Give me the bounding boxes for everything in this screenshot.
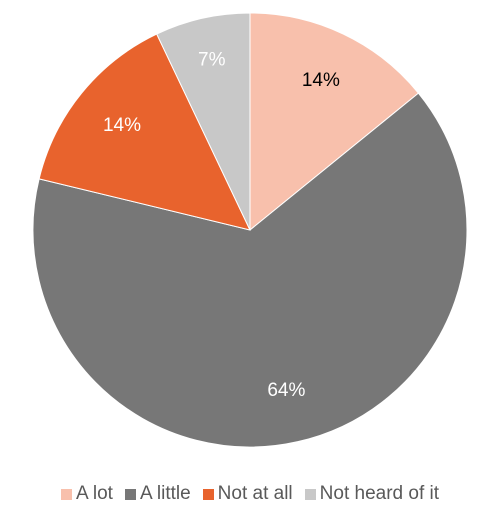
legend-label: Not heard of it: [319, 483, 439, 504]
data-label-not-at-all: 14%: [103, 115, 141, 136]
data-label-a-little: 64%: [267, 380, 305, 401]
pie-slice-a-lot: [249, 12, 420, 232]
pie-slice-not-heard-of-it: [156, 12, 251, 231]
legend-item-a-lot: A lot: [60, 483, 113, 505]
legend-label: Not at all: [217, 483, 293, 504]
pie-plot-area: 14% 64% 14% 7%: [32, 12, 468, 448]
data-label-a-lot: 14%: [302, 70, 340, 91]
legend-label: A lot: [75, 483, 113, 504]
pie-slice-a-little: [32, 92, 468, 448]
legend-swatch: [124, 488, 136, 500]
legend-swatch: [202, 488, 214, 500]
legend: A lot A little Not at all Not heard of it: [0, 483, 500, 505]
legend-label: A little: [139, 483, 191, 504]
legend-item-not-heard-of-it: Not heard of it: [304, 483, 439, 505]
legend-swatch: [60, 488, 72, 500]
pie-slice-not-at-all: [38, 33, 251, 231]
legend-swatch: [304, 488, 316, 500]
legend-item-a-little: A little: [124, 483, 191, 505]
legend-item-not-at-all: Not at all: [202, 483, 293, 505]
data-label-not-heard-of-it: 7%: [198, 50, 226, 71]
